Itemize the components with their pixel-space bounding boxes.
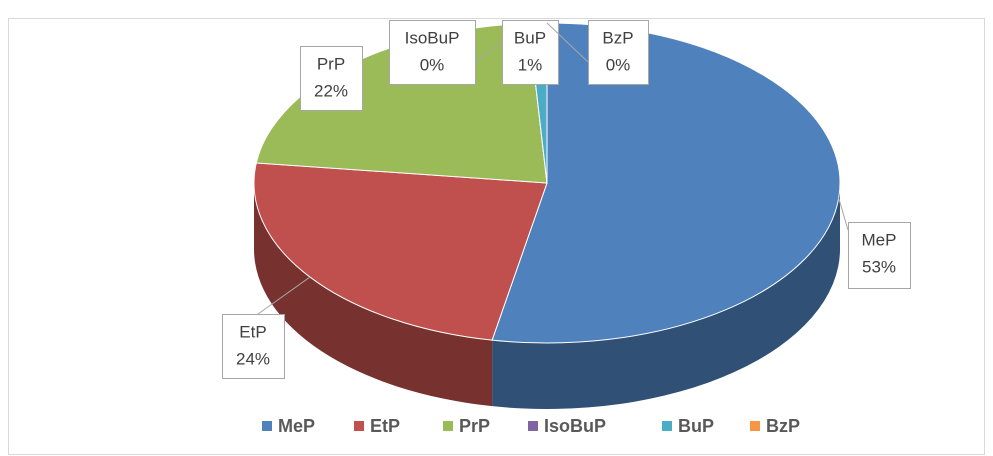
legend-marker [354, 421, 364, 431]
label-name: BzP [602, 28, 633, 47]
data-labels: MeP 53% EtP 24% PrP 22% IsoBuP 0% BuP 1% BzP 0% [222, 20, 911, 379]
slice-side [254, 183, 493, 407]
label-name: IsoBuP [405, 28, 460, 47]
label-value: 0% [606, 55, 631, 74]
slice [491, 22, 841, 344]
label-name: EtP [239, 322, 266, 341]
label-name: PrP [317, 54, 345, 73]
label-name: BuP [514, 28, 546, 47]
legend-marker [528, 421, 538, 431]
legend-marker [662, 421, 672, 431]
label-box [222, 314, 285, 379]
leader-line [257, 276, 311, 315]
leader-line [546, 22, 589, 63]
legend-marker [750, 421, 760, 431]
label-box [588, 20, 649, 85]
slice-side [492, 183, 840, 409]
legend-marker [443, 421, 453, 431]
legend: MeP EtP PrP IsoBuP BuP BzP [262, 416, 800, 436]
label-value: 53% [862, 257, 896, 276]
leader-line [838, 197, 849, 231]
legend-marker [262, 421, 272, 431]
label-name: MeP [862, 230, 897, 249]
legend-label: PrP [459, 416, 490, 436]
label-box [502, 20, 559, 85]
slice [253, 162, 548, 341]
label-value: 22% [314, 81, 348, 100]
legend-label: MeP [278, 416, 315, 436]
legend-label: BzP [766, 416, 800, 436]
label-box [389, 20, 476, 85]
label-box [848, 222, 911, 289]
legend-label: BuP [678, 416, 714, 436]
label-value: 1% [518, 55, 543, 74]
pie-sides [254, 183, 840, 409]
label-box [300, 46, 363, 111]
legend-label: IsoBuP [544, 416, 606, 436]
label-value: 0% [420, 55, 445, 74]
label-value: 24% [236, 349, 270, 368]
legend-label: EtP [370, 416, 400, 436]
pie-tops [253, 22, 841, 344]
